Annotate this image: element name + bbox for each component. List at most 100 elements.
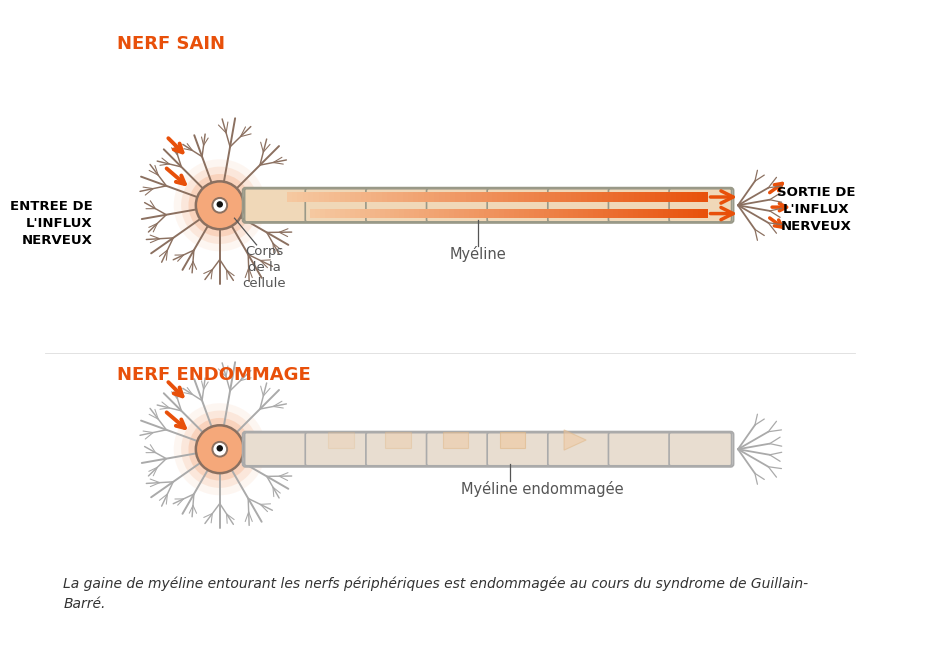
Bar	[345, 192, 351, 202]
Bar	[648, 210, 653, 217]
Bar	[686, 192, 693, 202]
FancyBboxPatch shape	[244, 189, 307, 222]
Bar	[465, 192, 472, 202]
Bar	[692, 192, 697, 202]
Bar	[328, 432, 354, 448]
Text: La gaine de myéline entourant les nerfs périphériques est endommagée au cours du: La gaine de myéline entourant les nerfs …	[63, 576, 808, 611]
Bar	[603, 210, 609, 217]
Bar	[639, 192, 645, 202]
Circle shape	[212, 442, 227, 457]
Text: ENTREE DE
L'INFLUX
NERVEUX: ENTREE DE L'INFLUX NERVEUX	[10, 200, 93, 247]
Bar	[424, 192, 430, 202]
Circle shape	[189, 418, 251, 480]
FancyBboxPatch shape	[669, 189, 731, 222]
Bar	[445, 192, 450, 202]
Circle shape	[196, 425, 243, 473]
Bar	[623, 192, 629, 202]
Bar	[402, 192, 408, 202]
Bar	[628, 210, 634, 217]
Bar	[459, 210, 464, 217]
Bar	[663, 210, 668, 217]
Bar	[292, 192, 298, 202]
Bar	[645, 192, 650, 202]
Bar	[593, 210, 599, 217]
Bar	[554, 210, 559, 217]
Circle shape	[174, 159, 266, 251]
Bar	[455, 192, 461, 202]
Bar	[613, 192, 619, 202]
Bar	[688, 210, 693, 217]
Bar	[558, 210, 564, 217]
Bar	[514, 210, 519, 217]
Bar	[392, 192, 398, 202]
Bar	[702, 192, 708, 202]
Bar	[434, 210, 440, 217]
Bar	[389, 210, 395, 217]
Bar	[528, 210, 534, 217]
Bar	[329, 192, 335, 202]
Bar	[509, 210, 514, 217]
Bar	[560, 192, 566, 202]
Bar	[474, 210, 479, 217]
Bar	[569, 210, 574, 217]
Bar	[578, 210, 584, 217]
Text: SORTIE DE
L'INFLUX
NERVEUX: SORTIE DE L'INFLUX NERVEUX	[777, 186, 855, 234]
FancyBboxPatch shape	[427, 433, 489, 466]
FancyBboxPatch shape	[548, 189, 610, 222]
Bar	[319, 192, 324, 202]
Bar	[588, 210, 594, 217]
Bar	[653, 210, 658, 217]
Bar	[682, 192, 687, 202]
FancyBboxPatch shape	[608, 433, 671, 466]
Bar	[365, 210, 370, 217]
Bar	[678, 210, 683, 217]
Bar	[667, 210, 673, 217]
Bar	[418, 192, 424, 202]
Bar	[308, 192, 314, 202]
Bar	[481, 192, 487, 202]
Bar	[660, 192, 666, 202]
Bar	[543, 210, 549, 217]
Bar	[608, 210, 614, 217]
Bar	[576, 192, 582, 202]
Bar	[539, 210, 544, 217]
Bar	[643, 210, 649, 217]
FancyBboxPatch shape	[306, 433, 368, 466]
Bar	[424, 210, 430, 217]
Bar	[499, 432, 525, 448]
Bar	[587, 192, 592, 202]
Bar	[497, 192, 503, 202]
Circle shape	[181, 411, 258, 488]
Bar	[430, 210, 434, 217]
Bar	[354, 210, 360, 217]
Bar	[350, 210, 355, 217]
Bar	[592, 192, 598, 202]
Circle shape	[212, 198, 227, 213]
Bar	[323, 192, 330, 202]
Bar	[443, 432, 468, 448]
Bar	[638, 210, 644, 217]
Bar	[355, 192, 361, 202]
Bar	[369, 210, 375, 217]
Circle shape	[196, 181, 243, 229]
Bar	[366, 192, 371, 202]
Bar	[518, 192, 524, 202]
FancyBboxPatch shape	[366, 189, 429, 222]
Bar	[380, 210, 385, 217]
Bar	[440, 192, 446, 202]
Bar	[419, 210, 425, 217]
Bar	[629, 192, 634, 202]
Bar	[414, 192, 419, 202]
FancyBboxPatch shape	[548, 433, 610, 466]
Bar	[655, 192, 661, 202]
Bar	[550, 192, 556, 202]
FancyBboxPatch shape	[427, 189, 489, 222]
Bar	[658, 210, 664, 217]
Bar	[376, 192, 382, 202]
Bar	[504, 210, 509, 217]
Bar	[439, 210, 445, 217]
Bar	[673, 210, 679, 217]
Bar	[494, 210, 499, 217]
Bar	[608, 192, 614, 202]
Text: Myéline: Myéline	[449, 246, 506, 262]
